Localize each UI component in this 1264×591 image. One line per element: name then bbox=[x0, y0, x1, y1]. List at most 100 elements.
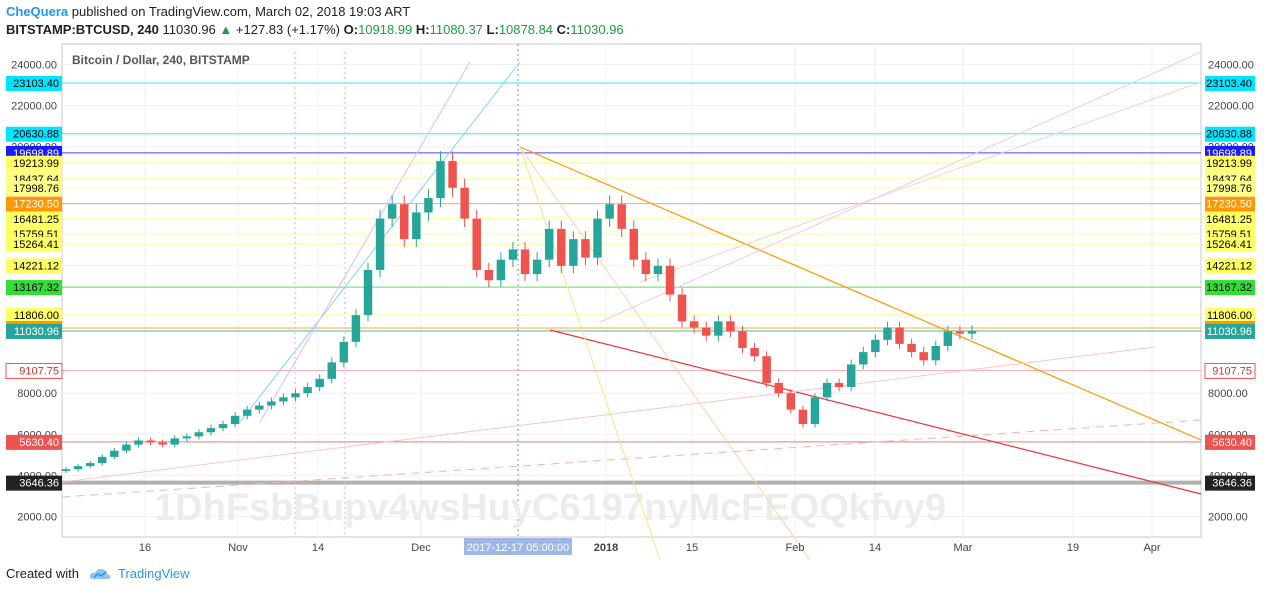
x-tick-label: Nov bbox=[228, 542, 248, 554]
candle-body bbox=[146, 440, 155, 443]
price-tag-right-bg bbox=[1205, 434, 1255, 450]
price-tag-left: 15264.41 bbox=[13, 239, 59, 251]
descending-trendline-red bbox=[549, 329, 1202, 495]
price-tag-right-bg bbox=[1205, 196, 1255, 212]
footer: Created with TradingView bbox=[6, 566, 190, 581]
price-tag-right-bg bbox=[1205, 75, 1255, 91]
price-tag-right-bg bbox=[1205, 258, 1255, 274]
support-channel-line bbox=[61, 346, 1156, 483]
price-tag-right: 16481.25 bbox=[1206, 214, 1252, 226]
candle-body bbox=[182, 436, 192, 439]
candle-body bbox=[593, 218, 602, 258]
price-tag-right: 13167.32 bbox=[1206, 282, 1252, 294]
candle-body bbox=[436, 161, 445, 199]
candle-body bbox=[363, 269, 373, 316]
price-chart[interactable]: 1DhFsbBupv4wsHuyC6197nyMcFEQQkfvy9 Bitco… bbox=[0, 42, 1264, 560]
candle-body bbox=[387, 204, 397, 219]
candle-body bbox=[194, 432, 204, 437]
price-tag-right-bg bbox=[1205, 323, 1255, 339]
candle-body bbox=[895, 327, 904, 344]
price-tag-left-bg bbox=[6, 180, 62, 196]
tradingview-link[interactable]: TradingView bbox=[118, 566, 190, 581]
price-tag-left: 20630.88 bbox=[13, 129, 59, 141]
fib-fan-line bbox=[519, 146, 811, 560]
low-value: 10878.84 bbox=[498, 22, 554, 37]
y-tick-label-left: 2000.00 bbox=[17, 511, 57, 523]
candle-body bbox=[798, 409, 808, 425]
candle-body bbox=[762, 356, 771, 383]
candle-body bbox=[508, 249, 518, 260]
price-tag-left: 11806.00 bbox=[14, 310, 59, 322]
open-value: 10918.99 bbox=[358, 22, 413, 37]
created-with-text: Created with bbox=[6, 566, 79, 581]
candle-body bbox=[134, 440, 143, 445]
ohlc-line: BITSTAMP:BTCUSD, 240 11030.96 ▲ +127.83 … bbox=[6, 22, 624, 37]
candle-body bbox=[859, 352, 868, 365]
candle-body bbox=[834, 382, 844, 388]
high-value: 11080.37 bbox=[429, 22, 483, 37]
x-tick-label: Dec bbox=[411, 542, 431, 554]
candle-body bbox=[665, 265, 675, 295]
price-tag-left-bg bbox=[6, 75, 62, 91]
candle-body bbox=[303, 387, 312, 394]
candle-body bbox=[689, 321, 699, 328]
candle-body bbox=[291, 393, 300, 398]
price-tag-right: 3646.36 bbox=[1212, 478, 1252, 490]
price-tag-right: 20630.88 bbox=[1206, 129, 1252, 141]
candle-body bbox=[653, 265, 663, 275]
candle-body bbox=[170, 438, 179, 445]
price-tag-left-bg bbox=[6, 211, 62, 227]
price-tag-right: 14221.12 bbox=[1206, 260, 1252, 272]
candle-body bbox=[98, 456, 107, 464]
price-tag-left: 5630.40 bbox=[19, 437, 59, 449]
tradingview-cloud-icon bbox=[89, 568, 110, 579]
x-marker-bg bbox=[464, 538, 572, 555]
price-tag-right: 23103.40 bbox=[1206, 78, 1252, 90]
price-tag-right-bg bbox=[1205, 155, 1255, 171]
publish-line: CheQuera published on TradingView.com, M… bbox=[6, 4, 410, 19]
candle-body bbox=[967, 330, 977, 334]
candle-body bbox=[822, 382, 832, 398]
candle-body bbox=[315, 378, 324, 388]
price-tag-left: 23103.40 bbox=[13, 78, 59, 90]
price-tag-right-bg bbox=[1204, 362, 1256, 379]
y-axis-left: 24000.0022000.0020000.008000.006000.0040… bbox=[5, 60, 63, 523]
candle-body bbox=[110, 450, 119, 457]
price-tag-left: 11030.96 bbox=[14, 326, 59, 338]
candle-body bbox=[375, 218, 385, 270]
candle-body bbox=[532, 259, 542, 275]
candle-body bbox=[702, 327, 711, 336]
candle-body bbox=[122, 444, 131, 451]
price-tag-right: 9107.75 bbox=[1212, 365, 1252, 377]
candle-body bbox=[846, 364, 856, 388]
price-tag-right-bg bbox=[1205, 211, 1255, 227]
candle-body bbox=[472, 218, 481, 270]
price-tag-left-bg bbox=[6, 308, 62, 324]
candle-body bbox=[557, 228, 566, 266]
candle-body bbox=[460, 187, 469, 219]
candle-body bbox=[230, 415, 240, 425]
candle-body bbox=[242, 409, 252, 416]
y-axis-right: 24000.0022000.0020000.008000.006000.0040… bbox=[1204, 60, 1256, 523]
price-tag-left-bg bbox=[6, 196, 62, 212]
candle-body bbox=[786, 393, 796, 410]
price-tag-right-bg bbox=[1205, 280, 1255, 296]
price-levels bbox=[62, 82, 1201, 485]
candle-body bbox=[726, 321, 735, 332]
x-tick-label: Apr bbox=[1143, 542, 1160, 554]
close-label: C: bbox=[556, 22, 571, 37]
price-tag-left-bg bbox=[5, 362, 63, 379]
plot-area[interactable] bbox=[61, 43, 1202, 538]
candle-body bbox=[85, 463, 95, 467]
candle-body bbox=[943, 331, 953, 346]
candle-body bbox=[339, 341, 349, 363]
candle-body bbox=[931, 345, 940, 361]
candle-body bbox=[61, 469, 71, 471]
candle-body bbox=[919, 352, 928, 361]
candle-body bbox=[255, 405, 264, 410]
author-link[interactable]: CheQuera bbox=[6, 4, 69, 19]
price-tag-left-bg bbox=[6, 280, 62, 296]
x-axis: 16 Nov 14 Dec 2018 15 Feb 14 Mar 19 Apr 2017-12-17 … bbox=[139, 538, 1161, 555]
up-arrow-icon: ▲ bbox=[219, 22, 233, 37]
price-tag-right: 5630.40 bbox=[1212, 437, 1252, 449]
